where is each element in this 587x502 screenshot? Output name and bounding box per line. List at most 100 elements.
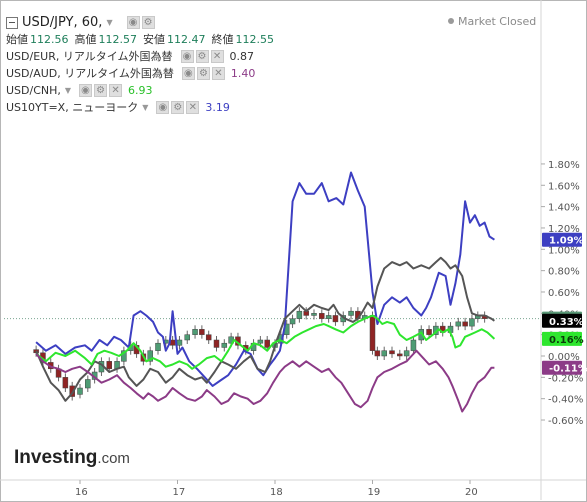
price-label: 0.16%: [549, 335, 584, 346]
close-icon[interactable]: ✕: [109, 84, 123, 97]
gear-icon[interactable]: ⚙: [171, 101, 185, 114]
x-tick-label: 19: [368, 487, 381, 498]
close-value: 112.55: [235, 33, 275, 46]
market-status: Market Closed: [448, 15, 536, 28]
candle-body: [121, 350, 127, 362]
price-label: -0.11%: [549, 364, 587, 375]
candle-body: [289, 318, 296, 325]
price-label-bg: [542, 313, 582, 328]
candle-body: [221, 342, 228, 348]
candle-body: [374, 350, 381, 357]
compare-name: US10YT=X, ニューヨーク: [6, 101, 139, 114]
collapse-icon[interactable]: [6, 16, 18, 29]
candle-body: [410, 339, 417, 351]
y-tick-label: 0.80%: [548, 267, 580, 278]
candle-body: [381, 350, 387, 357]
candle-body: [462, 321, 468, 327]
candle-body: [296, 310, 303, 319]
compare-value: 6.93: [128, 84, 153, 97]
close-icon[interactable]: ✕: [211, 67, 225, 80]
price-label-bg: [542, 331, 582, 346]
y-tick-label: 1.60%: [548, 181, 580, 192]
logo-brand: Investing: [14, 447, 98, 468]
gear-icon[interactable]: ⚙: [196, 67, 210, 80]
candle-body: [62, 377, 69, 389]
compare-row-usdaud[interactable]: USD/AUD, リアルタイム外国為替 ◉ ⚙ ✕ 1.40: [6, 65, 280, 82]
candle-body: [69, 385, 75, 397]
open-value: 112.56: [30, 33, 69, 46]
candle-body: [348, 310, 354, 316]
market-status-label: Market Closed: [458, 15, 537, 28]
candle-body: [264, 339, 270, 348]
series-line-us10yt-x: [35, 171, 495, 387]
candle-body: [455, 321, 462, 327]
candle-body: [369, 315, 376, 351]
x-tick-label: 16: [75, 487, 88, 498]
compare-row-usdcnh[interactable]: USD/CNH, ▼ ◉ ⚙ ✕ 6.93: [6, 82, 280, 99]
x-tick-label: 17: [173, 487, 186, 498]
y-tick-label: 1.20%: [548, 224, 580, 235]
low-label: 安値: [143, 33, 165, 46]
chevron-down-icon[interactable]: ▼: [64, 86, 72, 95]
price-label: 1.09%: [549, 236, 584, 247]
main-symbol-title: USD/JPY, 60,: [22, 15, 103, 30]
compare-row-usdeur[interactable]: USD/EUR, リアルタイム外国為替 ◉ ⚙ ✕ 0.87: [6, 48, 280, 65]
compare-value: 3.19: [205, 101, 230, 114]
candle-body: [213, 339, 220, 348]
series-line-usd-aud: [35, 349, 495, 413]
compare-value: 0.87: [229, 50, 255, 63]
compare-name: USD/AUD, リアルタイム外国為替: [6, 67, 174, 80]
eye-icon[interactable]: ◉: [180, 50, 194, 63]
candle-body: [397, 353, 403, 357]
investing-logo: Investing.com: [14, 447, 130, 469]
candle-body: [257, 339, 264, 344]
y-tick-label: 1.40%: [548, 203, 580, 214]
eye-icon[interactable]: ◉: [126, 16, 140, 29]
close-icon[interactable]: ✕: [210, 50, 224, 63]
eye-icon[interactable]: ◉: [181, 67, 195, 80]
ohlc-row: 始値 112.56 高値 112.57 安値 112.47 終値 112.55: [6, 31, 280, 48]
chevron-down-icon[interactable]: ▼: [106, 18, 113, 27]
candle-body: [184, 334, 190, 341]
close-icon[interactable]: ✕: [186, 101, 200, 114]
candle-body: [106, 361, 112, 370]
y-tick-label: 1.00%: [548, 245, 580, 256]
y-tick-label: -0.60%: [548, 416, 583, 427]
candle-body: [469, 318, 475, 327]
eye-icon[interactable]: ◉: [79, 84, 93, 97]
candle-body: [319, 313, 325, 319]
candle-body: [77, 387, 83, 395]
gear-icon[interactable]: ⚙: [94, 84, 108, 97]
candle-body: [192, 329, 198, 335]
candle-body: [176, 339, 183, 346]
high-label: 高値: [74, 33, 97, 46]
candle-body: [389, 350, 395, 355]
candle-body: [311, 313, 317, 316]
series-line-usd-cnh: [35, 314, 496, 370]
price-label: 0.33%: [549, 317, 584, 328]
candle-body: [403, 350, 410, 357]
y-tick-label: 1.80%: [548, 160, 580, 171]
series-line-usd-eur: [35, 256, 495, 402]
chevron-down-icon[interactable]: ▼: [142, 103, 149, 112]
compare-row-us10yt[interactable]: US10YT=X, ニューヨーク ▼ ◉ ⚙ ✕ 3.19: [6, 99, 280, 116]
main-symbol-row: USD/JPY, 60, ▼ ◉ ⚙: [6, 14, 280, 31]
price-label-bg: [542, 360, 582, 375]
candle-body: [205, 334, 212, 341]
legend-panel: USD/JPY, 60, ▼ ◉ ⚙ 始値 112.56 高値 112.57 安値 1…: [6, 14, 280, 116]
eye-icon[interactable]: ◉: [156, 101, 170, 114]
y-tick-label: -0.20%: [548, 373, 583, 384]
status-dot-icon: [448, 18, 454, 24]
y-tick-label: 0.60%: [548, 288, 580, 299]
candle-body: [325, 315, 332, 319]
gear-icon[interactable]: ⚙: [195, 50, 209, 63]
low-value: 112.47: [167, 33, 206, 46]
gear-icon[interactable]: ⚙: [141, 16, 155, 29]
x-tick-label: 18: [270, 487, 283, 498]
open-label: 始値: [6, 33, 28, 46]
y-tick-label: -0.40%: [548, 395, 583, 406]
compare-value: 1.40: [230, 67, 256, 80]
candle-body: [426, 329, 432, 335]
